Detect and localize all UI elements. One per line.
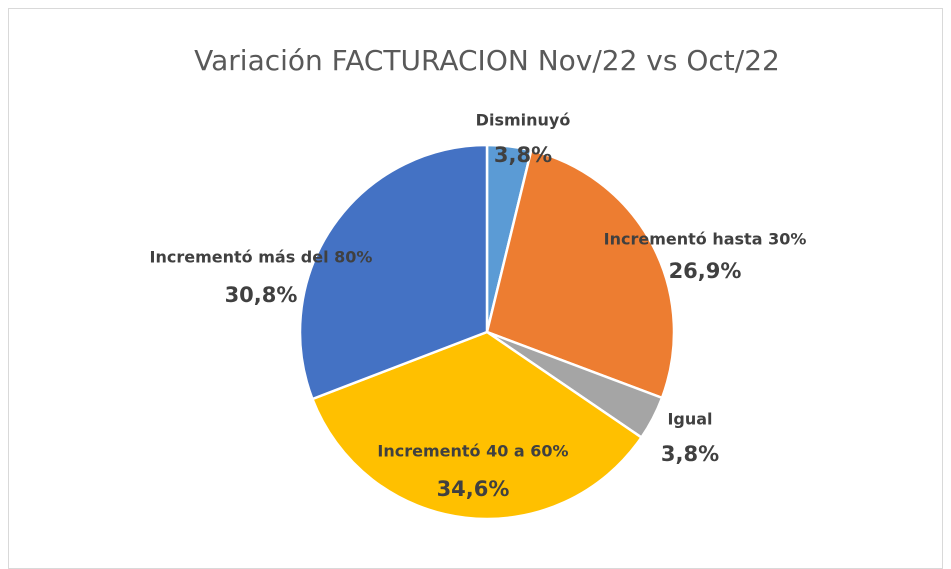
value-label: 3,8% (661, 442, 719, 466)
pie-slice (310, 330, 644, 521)
category-label: Incrementó hasta 30% (604, 230, 807, 249)
category-label: Incrementó 40 a 60% (377, 442, 568, 461)
category-label: Igual (667, 410, 712, 429)
category-label: Disminuyó (476, 111, 571, 130)
value-label: 3,8% (494, 143, 552, 167)
value-label: 30,8% (225, 283, 298, 307)
pie-slice (485, 148, 676, 400)
value-label: 26,9% (669, 259, 742, 283)
chart-title: Variación FACTURACION Nov/22 vs Oct/22 (194, 44, 780, 77)
pie-slice (298, 143, 489, 401)
category-label: Incrementó más del 80% (150, 248, 373, 267)
value-label: 34,6% (437, 477, 510, 501)
